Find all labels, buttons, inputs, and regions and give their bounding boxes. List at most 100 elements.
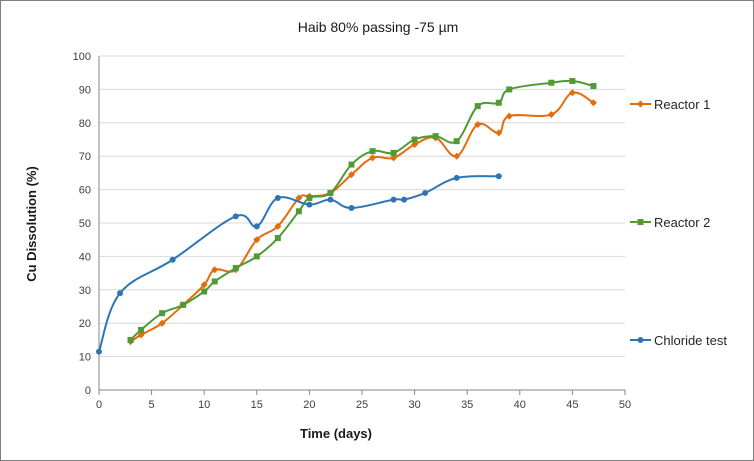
data-point bbox=[200, 281, 208, 289]
data-point bbox=[201, 288, 208, 295]
data-point bbox=[432, 133, 439, 140]
data-point bbox=[274, 222, 282, 230]
y-tick-label: 40 bbox=[79, 251, 91, 263]
data-point bbox=[506, 86, 513, 93]
x-tick-label: 30 bbox=[408, 399, 420, 411]
data-point bbox=[169, 256, 176, 263]
data-point bbox=[348, 161, 355, 168]
data-point bbox=[232, 213, 239, 220]
data-point bbox=[158, 319, 166, 327]
data-point bbox=[253, 253, 260, 260]
data-point bbox=[295, 208, 302, 215]
data-point bbox=[495, 173, 502, 180]
legend-swatch-marker bbox=[637, 337, 644, 343]
y-tick-label: 0 bbox=[85, 385, 91, 397]
data-point bbox=[369, 148, 376, 155]
x-tick-label: 0 bbox=[96, 399, 102, 411]
y-tick-label: 50 bbox=[79, 218, 91, 230]
series-reactor-2 bbox=[127, 78, 597, 343]
x-tick-label: 50 bbox=[619, 399, 631, 411]
data-point bbox=[453, 138, 460, 145]
data-point bbox=[495, 99, 502, 106]
legend: Reactor 1 Reactor 2 Chloride test bbox=[630, 97, 727, 348]
data-point bbox=[589, 99, 597, 107]
data-point bbox=[347, 171, 355, 179]
data-point bbox=[211, 278, 218, 285]
data-point bbox=[127, 336, 134, 343]
data-point bbox=[495, 129, 503, 137]
data-point bbox=[117, 290, 124, 297]
data-point bbox=[474, 103, 481, 110]
legend-item-reactor-2: Reactor 2 bbox=[630, 215, 710, 230]
data-point bbox=[253, 223, 260, 230]
data-point bbox=[274, 235, 281, 242]
legend-label: Reactor 2 bbox=[654, 215, 710, 230]
series-reactor-1 bbox=[127, 89, 597, 346]
data-point bbox=[253, 236, 261, 244]
x-tick-label: 10 bbox=[198, 399, 210, 411]
data-point bbox=[422, 189, 429, 196]
legend-item-reactor-1: Reactor 1 bbox=[630, 97, 710, 112]
data-point bbox=[505, 112, 513, 120]
legend-item-chloride-test: Chloride test bbox=[630, 333, 727, 348]
x-tick-label: 20 bbox=[303, 399, 315, 411]
data-point bbox=[390, 149, 397, 156]
data-point bbox=[159, 310, 166, 317]
y-tick-label: 90 bbox=[79, 84, 91, 96]
data-point bbox=[369, 154, 377, 162]
y-tick-label: 100 bbox=[73, 51, 91, 63]
legend-label: Reactor 1 bbox=[654, 97, 710, 112]
x-tick-label: 15 bbox=[251, 399, 263, 411]
y-axis-label: Cu Dissolution (%) bbox=[24, 166, 39, 282]
y-tick-label: 60 bbox=[79, 185, 91, 197]
data-point bbox=[569, 78, 576, 85]
data-point bbox=[547, 110, 555, 118]
y-tick-label: 80 bbox=[79, 118, 91, 130]
data-point bbox=[138, 326, 145, 333]
y-tick-label: 10 bbox=[79, 352, 91, 364]
data-point bbox=[327, 189, 334, 196]
axes bbox=[98, 56, 626, 395]
legend-swatch-marker bbox=[637, 100, 644, 108]
data-point bbox=[327, 196, 334, 203]
data-point bbox=[137, 331, 145, 339]
data-point bbox=[274, 194, 281, 201]
data-point bbox=[348, 204, 355, 211]
data-point bbox=[548, 79, 555, 86]
data-point bbox=[401, 196, 408, 203]
data-point bbox=[474, 120, 482, 128]
x-tick-label: 5 bbox=[149, 399, 155, 411]
data-point bbox=[306, 194, 313, 201]
data-point bbox=[411, 141, 419, 149]
series-line-reactor-2 bbox=[129, 79, 594, 341]
x-axis-label: Time (days) bbox=[300, 426, 372, 441]
data-point bbox=[390, 154, 398, 162]
series-layer bbox=[96, 78, 597, 355]
x-tick-label: 40 bbox=[514, 399, 526, 411]
y-tick-label: 20 bbox=[79, 318, 91, 330]
y-tick-labels: 0 10 20 30 40 50 60 70 80 90 100 bbox=[73, 51, 91, 397]
gridlines bbox=[99, 55, 625, 358]
x-tick-label: 35 bbox=[461, 399, 473, 411]
x-tick-labels: 0 5 10 15 20 25 30 35 40 45 50 bbox=[96, 399, 631, 411]
data-point bbox=[453, 174, 460, 181]
data-point bbox=[232, 265, 239, 272]
x-tick-label: 25 bbox=[356, 399, 368, 411]
data-point bbox=[211, 266, 219, 274]
data-point bbox=[306, 201, 313, 208]
legend-label: Chloride test bbox=[654, 333, 727, 348]
legend-swatch-marker bbox=[637, 219, 644, 225]
series-chloride-test bbox=[96, 173, 502, 355]
data-point bbox=[180, 301, 187, 308]
data-point bbox=[295, 194, 303, 202]
y-tick-label: 70 bbox=[79, 151, 91, 163]
chart-title: Haib 80% passing -75 µm bbox=[298, 19, 459, 35]
series-line-reactor-1 bbox=[130, 91, 594, 343]
data-point bbox=[453, 152, 461, 160]
data-point bbox=[590, 83, 597, 90]
y-tick-label: 30 bbox=[79, 285, 91, 297]
data-point bbox=[568, 89, 576, 97]
data-point bbox=[96, 348, 102, 355]
